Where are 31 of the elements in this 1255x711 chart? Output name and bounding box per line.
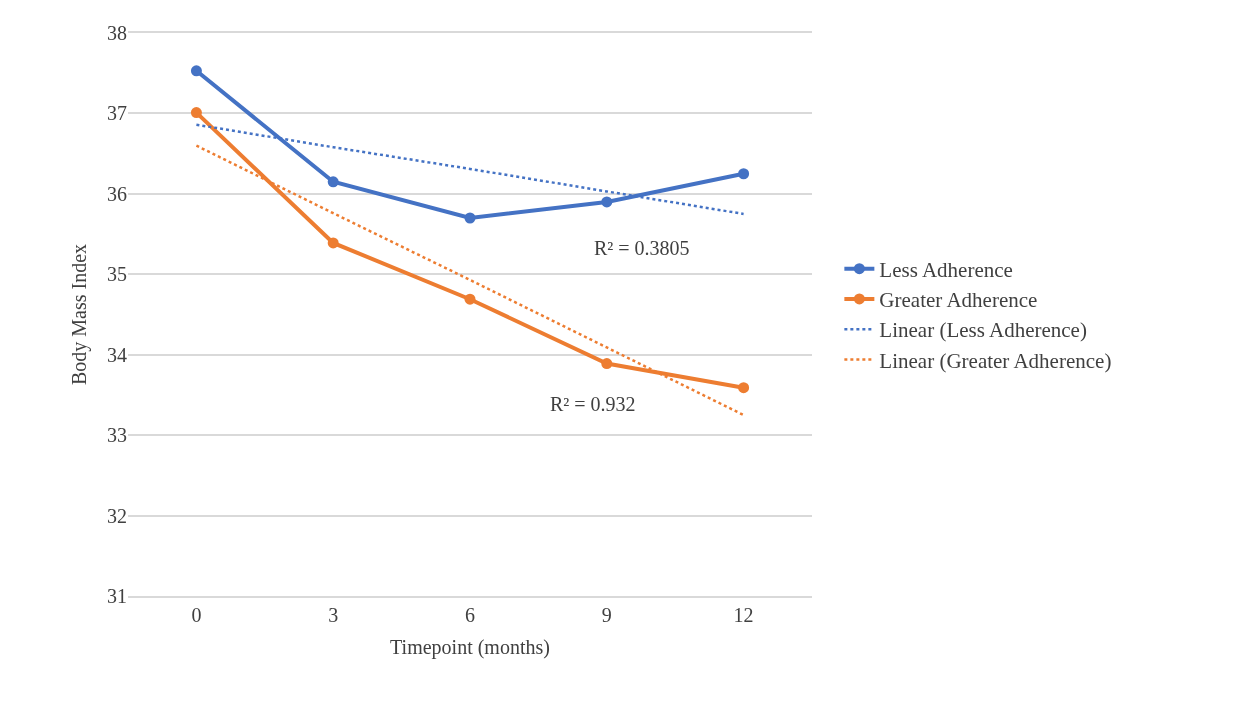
x-tick-label: 3: [328, 603, 339, 626]
x-tick-label: 0: [191, 603, 202, 626]
x-axis-title: Timepoint (months): [390, 635, 550, 659]
y-tick-label: 37: [107, 102, 127, 125]
x-tick-label: 9: [601, 603, 612, 626]
y-tick-label: 32: [107, 504, 127, 527]
point: [464, 293, 476, 305]
point: [327, 176, 339, 188]
point: [190, 107, 202, 119]
y-tick-label: 33: [107, 424, 127, 447]
legend-label: Less Adherence: [879, 257, 1013, 282]
point: [190, 65, 202, 77]
y-axis-title: Body Mass Index: [67, 243, 91, 386]
legend-label: Linear (Less Adherence): [879, 318, 1087, 343]
point: [738, 382, 750, 394]
annotation: R² = 0.932: [550, 393, 636, 415]
point: [601, 196, 613, 208]
y-tick-label: 35: [107, 263, 127, 286]
legend-label: Greater Adherence: [879, 288, 1038, 313]
annotation: R² = 0.3805: [594, 237, 690, 259]
x-tick-label: 6: [465, 603, 475, 626]
point: [601, 358, 613, 370]
point: [464, 212, 476, 224]
y-tick-label: 36: [107, 182, 127, 205]
point: [738, 168, 750, 180]
legend-label: Linear (Greater Adherence): [879, 348, 1112, 373]
x-tick-label: 12: [733, 603, 754, 626]
y-tick-label: 34: [107, 343, 127, 366]
y-tick-label: 38: [107, 22, 127, 44]
y-tick-label: 31: [107, 585, 127, 607]
point: [327, 237, 339, 249]
